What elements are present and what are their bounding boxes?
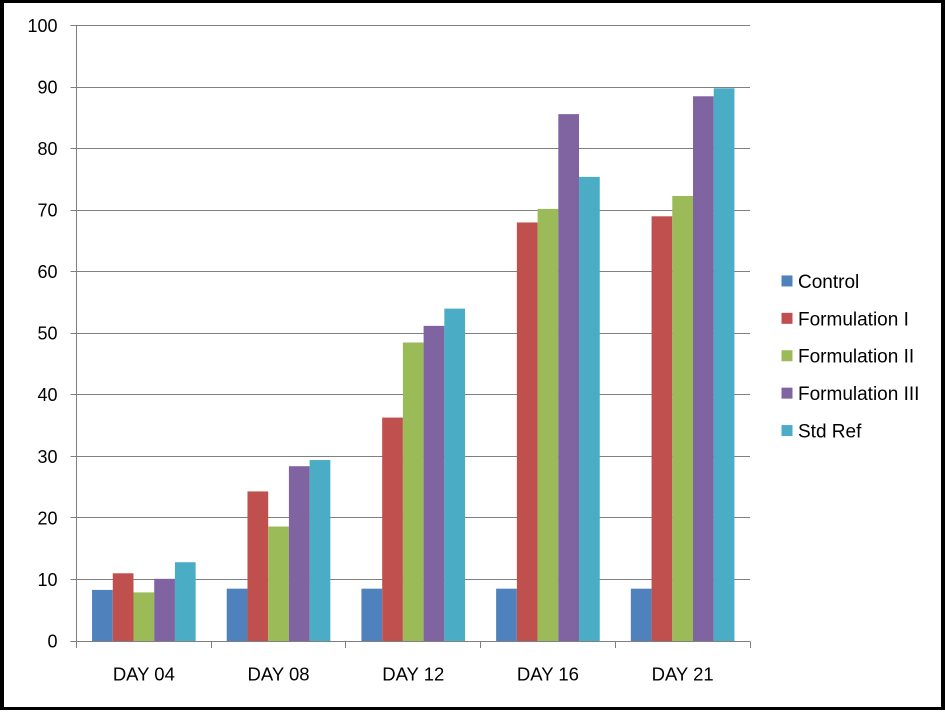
svg-text:DAY 08: DAY 08 xyxy=(248,663,310,684)
svg-text:Formulation I: Formulation I xyxy=(798,309,909,330)
svg-text:100: 100 xyxy=(27,16,57,36)
svg-text:DAY 16: DAY 16 xyxy=(517,663,579,684)
svg-text:Std Ref: Std Ref xyxy=(798,421,862,442)
svg-text:10: 10 xyxy=(37,570,57,590)
svg-text:0: 0 xyxy=(47,631,57,651)
svg-text:Control: Control xyxy=(798,272,859,293)
svg-text:50: 50 xyxy=(37,324,57,344)
svg-text:40: 40 xyxy=(37,385,57,405)
svg-text:DAY 12: DAY 12 xyxy=(382,663,444,684)
svg-text:20: 20 xyxy=(37,508,57,528)
svg-text:60: 60 xyxy=(37,262,57,282)
svg-text:70: 70 xyxy=(37,201,57,221)
svg-text:30: 30 xyxy=(37,447,57,467)
svg-text:80: 80 xyxy=(37,139,57,159)
svg-text:Formulation II: Formulation II xyxy=(798,347,914,368)
svg-text:DAY 04: DAY 04 xyxy=(113,663,175,684)
svg-text:90: 90 xyxy=(37,77,57,97)
svg-text:Formulation III: Formulation III xyxy=(798,384,919,405)
svg-text:DAY 21: DAY 21 xyxy=(652,663,714,684)
